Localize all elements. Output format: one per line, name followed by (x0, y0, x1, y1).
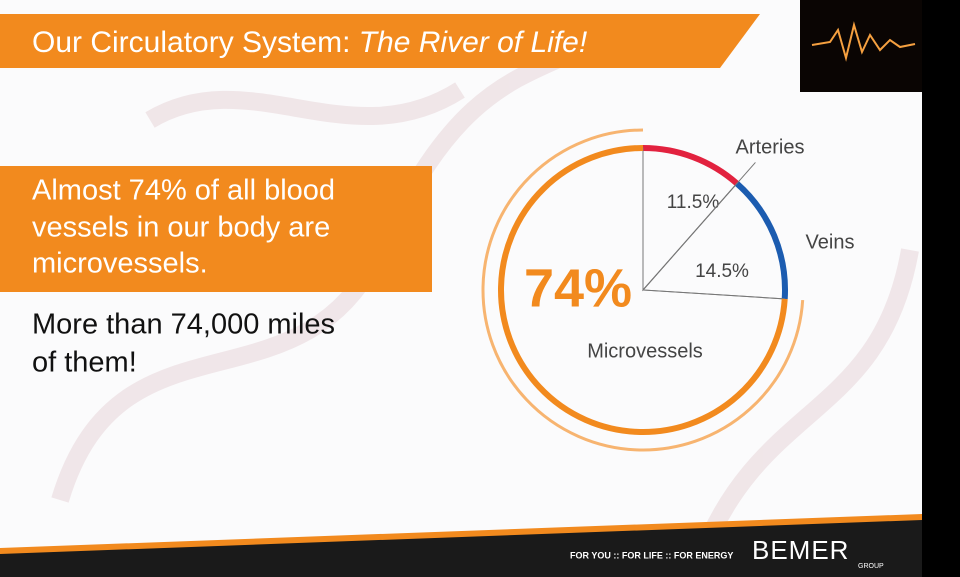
divider-line (642, 162, 756, 291)
pie-arc (642, 145, 739, 186)
logo-sub: GROUP (858, 563, 884, 570)
category-label: Microvessels (587, 340, 703, 362)
value-label: 74% (524, 258, 632, 318)
callout-line: vessels in our body are (32, 212, 330, 244)
slide-title: Our Circulatory System: The River of Lif… (32, 26, 588, 59)
value-label: 14.5% (695, 261, 749, 282)
note-line: More than 74,000 miles (32, 309, 335, 341)
waveform (811, 21, 916, 62)
pie-arc (734, 181, 788, 300)
title-banner (0, 14, 760, 68)
pie-chart: Arteries 11.5% Veins 14.5% Microvessels 74% (481, 128, 855, 452)
pie-arc (498, 145, 788, 435)
category-label: Veins (806, 231, 855, 253)
outer-ring (481, 128, 805, 452)
logo: BEMER (752, 535, 849, 565)
value-label: 11.5% (667, 192, 720, 213)
footer-slogan: FOR YOU :: FOR LIFE :: FOR ENERGY (570, 550, 733, 560)
category-label: Arteries (736, 136, 805, 158)
note-line: of them! (32, 347, 137, 379)
footer-bar (0, 518, 922, 577)
footer-stripe (0, 514, 922, 554)
callout-line: microvessels. (32, 248, 208, 280)
callout-box (0, 166, 432, 292)
callout-line: Almost 74% of all blood (32, 175, 335, 207)
